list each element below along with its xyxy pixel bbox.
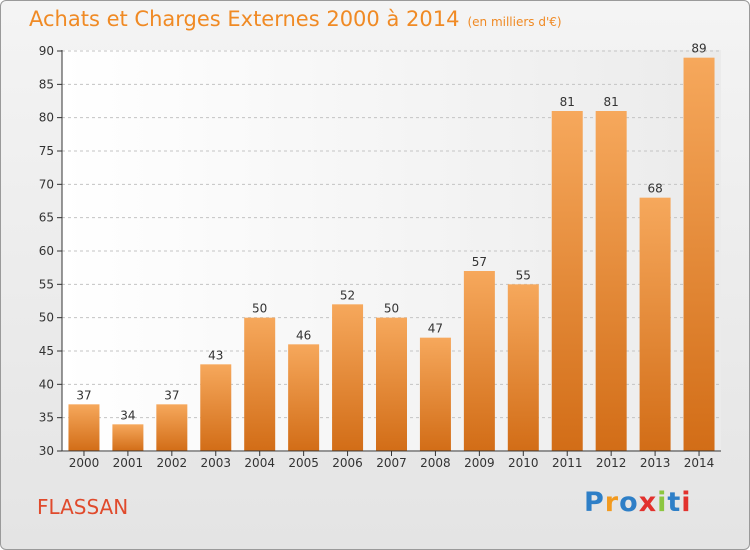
y-tick-label: 65 bbox=[39, 211, 54, 225]
proxiti-logo: Proxiti bbox=[584, 487, 692, 518]
bar bbox=[244, 317, 276, 451]
y-tick-label: 60 bbox=[39, 244, 54, 258]
logo-letter: P bbox=[584, 487, 605, 518]
y-tick-label: 45 bbox=[39, 344, 54, 358]
bar-value-label: 52 bbox=[340, 288, 355, 302]
bar-value-label: 43 bbox=[208, 348, 223, 362]
x-tick-label: 2011 bbox=[552, 456, 583, 470]
x-tick-label: 2014 bbox=[684, 456, 715, 470]
x-tick-label: 2007 bbox=[376, 456, 407, 470]
bar-value-label: 57 bbox=[472, 255, 487, 269]
bar bbox=[112, 424, 144, 451]
y-tick-label: 90 bbox=[39, 44, 54, 58]
x-tick-label: 2010 bbox=[508, 456, 539, 470]
bar-value-label: 81 bbox=[604, 95, 619, 109]
logo-letter: i bbox=[657, 487, 668, 518]
x-tick-label: 2012 bbox=[596, 456, 627, 470]
logo-letter: r bbox=[604, 487, 620, 518]
x-tick-label: 2003 bbox=[200, 456, 231, 470]
x-tick-label: 2002 bbox=[157, 456, 188, 470]
x-tick-label: 2001 bbox=[113, 456, 144, 470]
bar bbox=[507, 284, 539, 451]
logo-letter: i bbox=[681, 487, 692, 518]
bar-value-label: 68 bbox=[647, 182, 662, 196]
x-tick-label: 2004 bbox=[244, 456, 275, 470]
y-tick-label: 75 bbox=[39, 144, 54, 158]
bar bbox=[463, 271, 495, 451]
bar bbox=[68, 404, 100, 451]
x-tick-label: 2013 bbox=[640, 456, 671, 470]
bar-value-label: 89 bbox=[691, 42, 706, 56]
y-tick-label: 80 bbox=[39, 111, 54, 125]
bar bbox=[639, 197, 671, 451]
bar-value-label: 50 bbox=[252, 302, 267, 316]
x-tick-label: 2000 bbox=[69, 456, 100, 470]
x-tick-label: 2008 bbox=[420, 456, 451, 470]
bar-value-label: 81 bbox=[560, 95, 575, 109]
x-axis: 2000 2001 2002 2003 2004 2005 2006 2007 2008 2009… bbox=[62, 450, 721, 470]
bar-value-label: 37 bbox=[76, 388, 91, 402]
y-tick-label: 35 bbox=[39, 411, 54, 425]
grid-lines bbox=[62, 50, 721, 452]
y-tick-label: 40 bbox=[39, 377, 54, 391]
y-axis: 30 35 40 45 50 55 60 65 70 75 80 85 90 bbox=[39, 44, 63, 458]
bar-value-label: 46 bbox=[296, 328, 311, 342]
bar-value-label: 34 bbox=[120, 408, 135, 422]
bar bbox=[376, 317, 407, 451]
y-tick-label: 55 bbox=[39, 277, 54, 291]
chart-subtitle: (en milliers d'€) bbox=[467, 15, 562, 29]
bar-value-label: 50 bbox=[384, 302, 399, 316]
bar-value-label: 47 bbox=[428, 322, 443, 336]
bar bbox=[156, 404, 188, 451]
bar-value-label: 37 bbox=[164, 388, 179, 402]
logo-letter: t bbox=[667, 487, 682, 518]
title-text: Achats et Charges Externes 2000 à 2014 bbox=[29, 7, 460, 31]
bar bbox=[200, 364, 232, 451]
y-tick-label: 70 bbox=[39, 177, 54, 191]
bar bbox=[595, 111, 627, 451]
x-tick-label: 2005 bbox=[288, 456, 319, 470]
logo-letter: o bbox=[619, 487, 639, 518]
bar bbox=[332, 304, 364, 451]
bar-value-label: 55 bbox=[516, 268, 531, 282]
chart-title: Achats et Charges Externes 2000 à 2014 (e… bbox=[29, 7, 562, 31]
logo-letter: x bbox=[638, 487, 658, 518]
y-tick-label: 85 bbox=[39, 77, 54, 91]
bar bbox=[288, 344, 320, 451]
bar bbox=[419, 337, 451, 451]
bar bbox=[683, 57, 715, 452]
commune-name: FLASSAN bbox=[37, 495, 129, 519]
x-tick-label: 2009 bbox=[464, 456, 495, 470]
x-tick-label: 2006 bbox=[332, 456, 363, 470]
bars: 37 34 37 43 50 46 52 50 47 57 55 81 81 68 89 bbox=[68, 42, 715, 452]
bar bbox=[551, 111, 583, 451]
y-tick-label: 30 bbox=[39, 444, 54, 458]
y-tick-label: 50 bbox=[39, 311, 54, 325]
